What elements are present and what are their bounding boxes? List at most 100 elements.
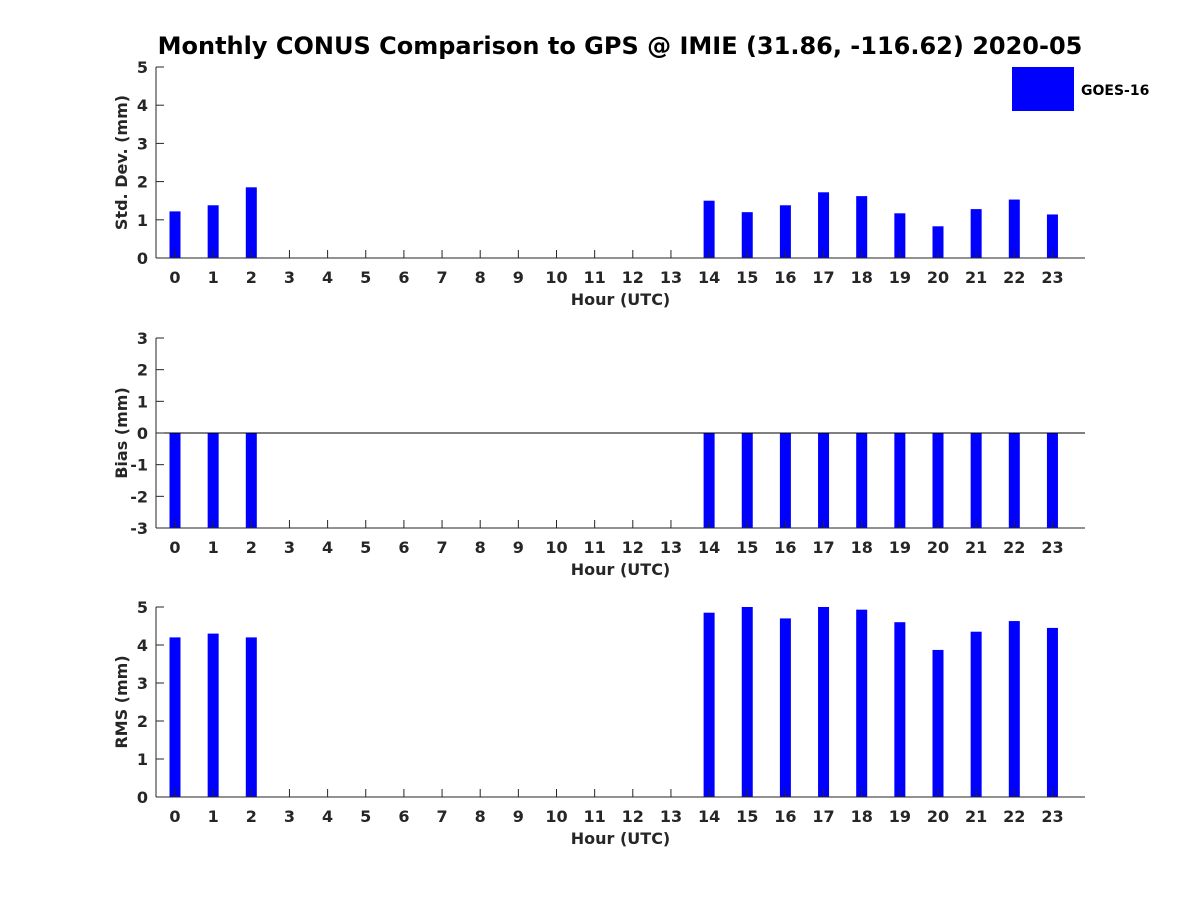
y-tick-label: 0 xyxy=(137,249,148,268)
bar-hour-19 xyxy=(894,622,906,797)
bar-hour-14 xyxy=(703,433,715,528)
y-tick-label: -2 xyxy=(130,487,148,506)
y-tick-label: 1 xyxy=(137,750,148,769)
bar-hour-17 xyxy=(818,192,830,258)
x-tick-label: 16 xyxy=(774,807,796,826)
bar-hour-21 xyxy=(970,631,982,797)
bar-hour-20 xyxy=(932,433,944,528)
x-axis-label: Hour (UTC) xyxy=(571,829,671,848)
x-tick-label: 5 xyxy=(360,807,371,826)
bar-hour-16 xyxy=(779,205,791,258)
y-tick-label: 5 xyxy=(137,598,148,617)
x-tick-label: 11 xyxy=(584,268,606,287)
x-tick-label: 18 xyxy=(851,807,873,826)
y-tick-label: 2 xyxy=(137,361,148,380)
bar-hour-19 xyxy=(894,213,906,258)
y-axis-label: Std. Dev. (mm) xyxy=(112,95,131,230)
x-tick-label: 2 xyxy=(246,807,257,826)
x-tick-label: 15 xyxy=(736,538,758,557)
x-tick-label: 15 xyxy=(736,268,758,287)
x-tick-label: 14 xyxy=(698,807,720,826)
x-tick-label: 3 xyxy=(284,807,295,826)
x-tick-label: 19 xyxy=(889,538,911,557)
bar-hour-21 xyxy=(970,209,982,258)
x-tick-label: 14 xyxy=(698,538,720,557)
bar-hour-14 xyxy=(703,612,715,797)
x-tick-label: 1 xyxy=(208,538,219,557)
bar-hour-15 xyxy=(741,607,753,797)
bar-hour-19 xyxy=(894,433,906,528)
bar-hour-0 xyxy=(169,211,181,258)
x-tick-label: 4 xyxy=(322,538,333,557)
x-tick-label: 9 xyxy=(513,268,524,287)
legend-swatch-goes-16 xyxy=(1012,67,1074,111)
y-tick-label: 3 xyxy=(137,674,148,693)
y-tick-label: 4 xyxy=(137,636,148,655)
y-tick-label: 3 xyxy=(137,134,148,153)
y-tick-label: 3 xyxy=(137,329,148,348)
bar-hour-1 xyxy=(207,205,219,258)
bar-hour-0 xyxy=(169,637,181,797)
x-tick-label: 22 xyxy=(1003,807,1025,826)
x-tick-label: 12 xyxy=(622,807,644,826)
bar-hour-1 xyxy=(207,433,219,528)
bar-hour-18 xyxy=(856,433,868,528)
x-tick-label: 7 xyxy=(436,538,447,557)
x-tick-label: 23 xyxy=(1041,268,1063,287)
x-tick-label: 0 xyxy=(169,268,180,287)
x-tick-label: 12 xyxy=(622,268,644,287)
bar-hour-22 xyxy=(1008,433,1020,528)
bar-hour-18 xyxy=(856,196,868,258)
x-tick-label: 23 xyxy=(1041,807,1063,826)
x-tick-label: 17 xyxy=(812,807,834,826)
bar-hour-23 xyxy=(1046,214,1058,258)
x-tick-label: 20 xyxy=(927,538,949,557)
x-tick-label: 20 xyxy=(927,807,949,826)
bar-hour-20 xyxy=(932,649,944,797)
x-tick-label: 16 xyxy=(774,538,796,557)
y-tick-label: 4 xyxy=(137,96,148,115)
bar-hour-16 xyxy=(779,433,791,528)
x-tick-label: 15 xyxy=(736,807,758,826)
x-tick-label: 20 xyxy=(927,268,949,287)
y-tick-label: 5 xyxy=(137,58,148,77)
x-tick-label: 10 xyxy=(545,268,567,287)
x-tick-label: 7 xyxy=(436,807,447,826)
x-tick-label: 19 xyxy=(889,268,911,287)
x-tick-label: 8 xyxy=(475,268,486,287)
y-tick-label: 0 xyxy=(137,424,148,443)
bar-hour-23 xyxy=(1046,627,1058,797)
x-tick-label: 12 xyxy=(622,538,644,557)
y-axis-label: RMS (mm) xyxy=(112,655,131,748)
x-tick-label: 5 xyxy=(360,538,371,557)
x-tick-label: 1 xyxy=(208,268,219,287)
x-tick-label: 6 xyxy=(398,807,409,826)
bar-hour-16 xyxy=(779,618,791,797)
bar-hour-2 xyxy=(245,433,257,528)
x-tick-label: 6 xyxy=(398,268,409,287)
x-tick-label: 10 xyxy=(545,538,567,557)
x-tick-label: 18 xyxy=(851,538,873,557)
x-tick-label: 3 xyxy=(284,538,295,557)
bar-hour-21 xyxy=(970,433,982,528)
x-tick-label: 6 xyxy=(398,538,409,557)
legend: GOES-16 xyxy=(1012,67,1149,111)
x-tick-label: 19 xyxy=(889,807,911,826)
bar-hour-2 xyxy=(245,187,257,258)
x-tick-label: 16 xyxy=(774,268,796,287)
x-tick-label: 4 xyxy=(322,268,333,287)
x-tick-label: 4 xyxy=(322,807,333,826)
x-tick-label: 2 xyxy=(246,538,257,557)
bar-hour-15 xyxy=(741,433,753,528)
x-tick-label: 18 xyxy=(851,268,873,287)
bar-hour-1 xyxy=(207,633,219,797)
bar-hour-2 xyxy=(245,637,257,797)
x-tick-label: 13 xyxy=(660,538,682,557)
x-tick-label: 8 xyxy=(475,807,486,826)
x-tick-label: 8 xyxy=(475,538,486,557)
bar-hour-18 xyxy=(856,609,868,797)
x-tick-label: 5 xyxy=(360,268,371,287)
